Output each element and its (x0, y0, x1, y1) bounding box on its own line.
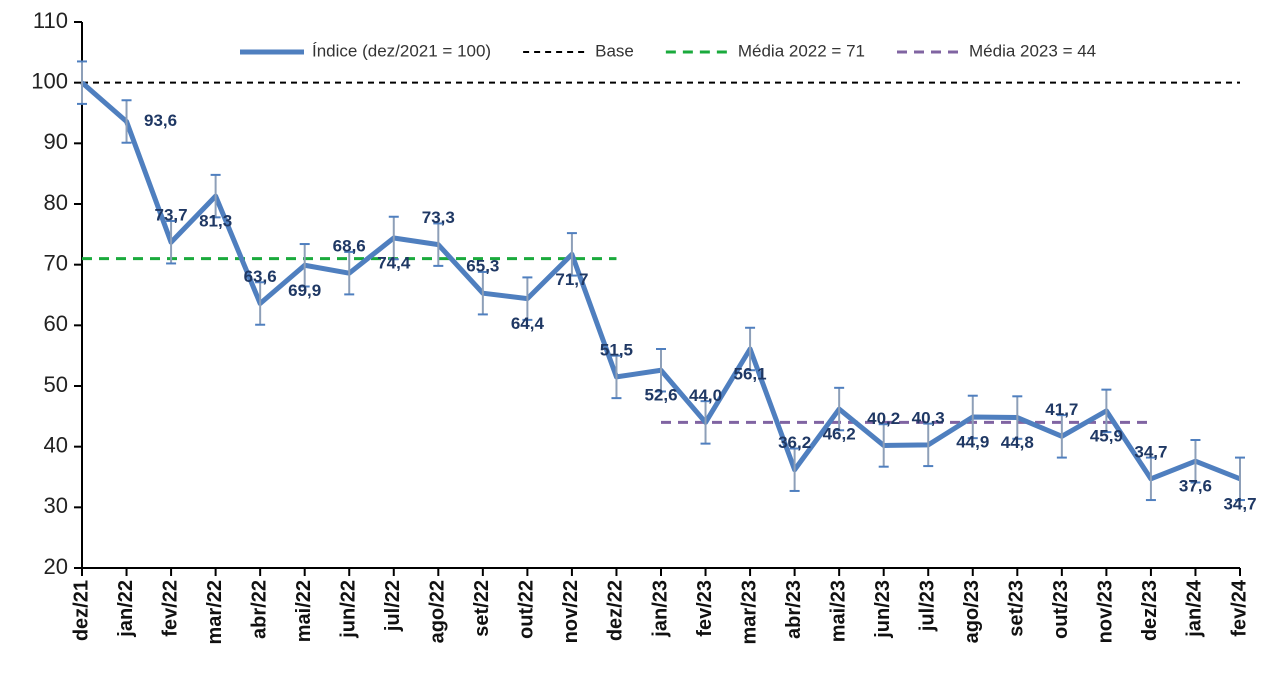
x-tick-label: jan/23 (649, 580, 671, 638)
x-tick-label: set/23 (1006, 580, 1028, 637)
x-tick-label: jul/23 (917, 580, 939, 632)
error-bar (967, 394, 978, 440)
value-label: 64,4 (511, 314, 545, 333)
value-label: 44,8 (1001, 433, 1034, 452)
error-bar (923, 422, 934, 468)
error-bar (166, 219, 177, 265)
error-bar (299, 243, 310, 288)
x-tick-label: mar/23 (738, 580, 760, 645)
x-tick-label: dez/21 (70, 580, 92, 641)
error-bar (477, 270, 488, 316)
x-tick-label: abr/23 (783, 580, 805, 639)
x-tick-label: ago/23 (961, 580, 983, 643)
x-tick-label: jan/22 (115, 580, 137, 638)
error-bar (656, 347, 666, 393)
x-tick-label: dez/22 (605, 580, 627, 641)
y-tick-label: 80 (44, 190, 68, 215)
error-bar (77, 60, 87, 105)
x-tick-label: fev/22 (159, 580, 181, 637)
value-label: 56,1 (734, 364, 767, 383)
error-bar (1056, 414, 1067, 459)
value-label: 63,6 (244, 267, 277, 286)
y-tick-label: 90 (44, 129, 68, 154)
value-label: 40,2 (867, 409, 900, 428)
error-bar (255, 281, 266, 326)
error-bar (388, 215, 399, 261)
x-tick-label: jun/23 (872, 580, 894, 639)
value-label: 41,7 (1045, 400, 1078, 419)
y-tick-label: 110 (33, 8, 68, 33)
value-label: 45,9 (1090, 426, 1123, 445)
value-label: 65,3 (466, 257, 499, 276)
value-label: 34,7 (1223, 494, 1256, 513)
x-tick-label: out/22 (516, 580, 538, 639)
value-label: 44,9 (956, 432, 989, 451)
x-tick-label: jan/24 (1184, 579, 1206, 638)
x-tick-label: jul/22 (382, 580, 404, 632)
y-tick-label: 100 (31, 68, 68, 93)
value-label: 93,6 (144, 111, 177, 130)
value-label: 44,0 (689, 386, 722, 405)
x-tick-label: abr/22 (248, 580, 270, 639)
value-label: 51,5 (600, 340, 633, 359)
x-tick-label: out/23 (1050, 580, 1072, 639)
x-tick-label: nov/23 (1095, 580, 1117, 643)
error-bar (344, 250, 355, 296)
x-tick-label: ago/22 (427, 580, 449, 643)
x-tick-label: mai/23 (827, 580, 849, 642)
value-label: 36,2 (778, 433, 811, 452)
x-tick-label: fev/23 (694, 580, 716, 637)
y-tick-label: 50 (44, 372, 68, 397)
error-bar (566, 232, 577, 277)
x-tick-label: jun/22 (338, 580, 360, 639)
value-label: 73,7 (155, 206, 188, 225)
error-bar (1012, 395, 1023, 440)
x-tick-label: mai/22 (293, 580, 315, 642)
error-bar (789, 447, 800, 492)
error-bar (522, 276, 533, 321)
error-bar (1145, 456, 1156, 502)
error-bar (121, 99, 132, 144)
value-label: 37,6 (1179, 477, 1212, 496)
x-tick-label: nov/22 (560, 580, 582, 643)
value-label: 81,3 (199, 212, 232, 231)
x-tick-label: set/22 (471, 580, 493, 637)
error-bar (878, 423, 889, 468)
y-tick-label: 20 (44, 554, 68, 579)
value-label: 69,9 (288, 281, 321, 300)
value-label: 40,3 (912, 408, 945, 427)
legend-label: Média 2023 = 44 (969, 41, 1096, 60)
value-label: 52,6 (644, 386, 677, 405)
value-label: 34,7 (1134, 442, 1167, 461)
x-tick-label: fev/24 (1228, 579, 1250, 637)
x-tick-label: mar/22 (204, 580, 226, 645)
y-tick-label: 60 (44, 311, 68, 336)
y-tick-label: 70 (44, 250, 68, 275)
error-bar (1235, 456, 1245, 502)
legend-label: Base (595, 41, 634, 60)
error-bar (210, 173, 221, 219)
value-label: 46,2 (823, 425, 856, 444)
legend-label: Índice (dez/2021 = 100) (312, 41, 491, 60)
y-tick-label: 40 (44, 432, 68, 457)
value-label: 71,7 (555, 270, 588, 289)
error-bar (1190, 438, 1201, 484)
error-bar (611, 354, 622, 400)
error-bar (745, 326, 756, 372)
y-tick-label: 30 (44, 493, 68, 518)
value-label: 73,3 (422, 208, 455, 227)
error-bar (700, 400, 711, 445)
legend-label: Média 2022 = 71 (738, 41, 865, 60)
error-bar (1101, 388, 1112, 434)
x-tick-label: dez/23 (1139, 580, 1161, 641)
error-bar (433, 222, 444, 267)
error-bar (834, 386, 845, 432)
value-label: 74,4 (377, 253, 411, 272)
value-label: 68,6 (333, 237, 366, 256)
